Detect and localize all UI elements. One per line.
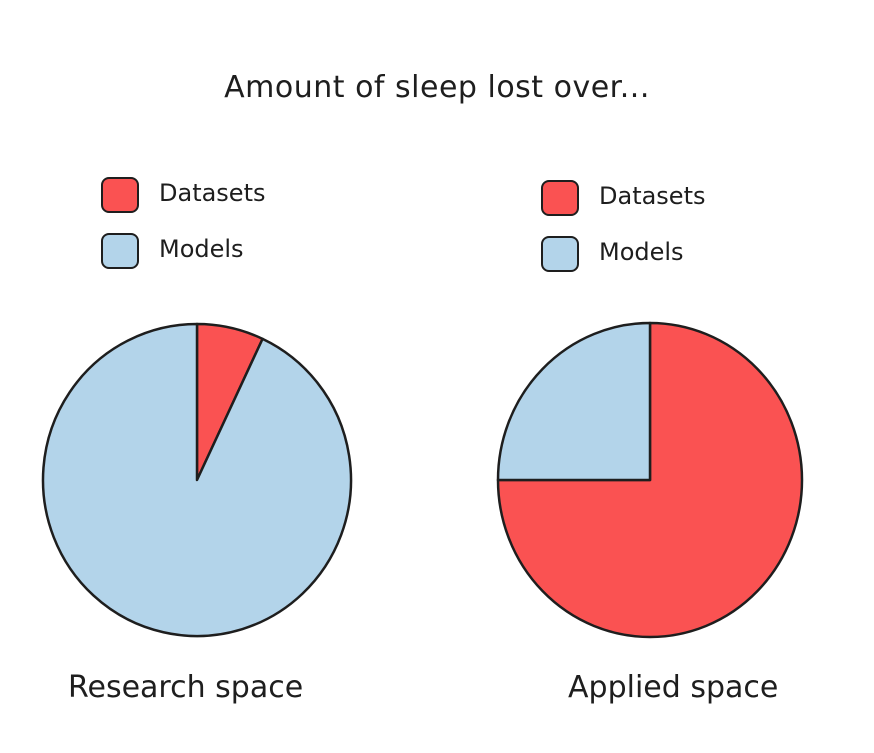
legend-label-datasets: Datasets (159, 179, 266, 207)
pie-chart-applied (496, 321, 804, 639)
pie-slice-datasets-applied (496, 321, 804, 639)
caption-research-space: Research space (68, 670, 304, 705)
legend-label-models: Models (159, 235, 244, 263)
pie-chart-research (41, 322, 353, 638)
legend-swatch-models (101, 233, 139, 269)
pie-slice-models-applied (496, 321, 652, 482)
legend-swatch-datasets (101, 177, 139, 213)
legend-label-datasets: Datasets (599, 182, 706, 210)
legend-label-models: Models (599, 238, 684, 266)
legend-swatch-datasets (541, 180, 579, 216)
pie-slice-models-research (41, 322, 353, 638)
legend-swatch-models (541, 236, 579, 272)
caption-applied-space: Applied space (568, 670, 779, 705)
chart-title: Amount of sleep lost over... (224, 70, 650, 105)
